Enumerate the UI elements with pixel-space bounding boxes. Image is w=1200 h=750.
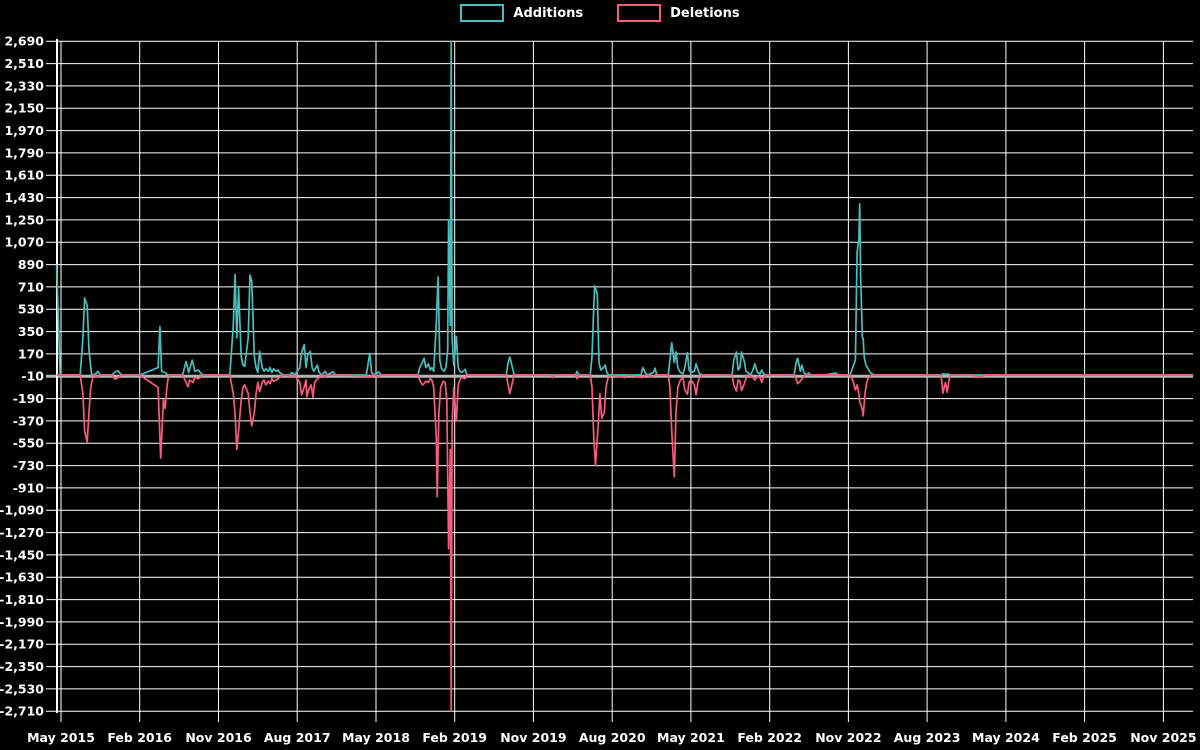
x-tick-label: May 2018 — [342, 730, 410, 745]
legend-item-additions[interactable]: Additions — [460, 4, 583, 22]
y-tick-label: -370 — [13, 413, 45, 428]
y-tick-label: 2,150 — [4, 101, 44, 116]
y-tick-label: 170 — [18, 346, 44, 361]
legend-label-additions: Additions — [513, 5, 584, 21]
y-tick-label: 530 — [18, 302, 44, 317]
deletions-swatch-icon — [617, 4, 662, 22]
legend-item-deletions[interactable]: Deletions — [617, 4, 740, 22]
additions-swatch-icon — [460, 4, 505, 22]
y-tick-label: -2,530 — [0, 681, 44, 696]
y-tick-label: -730 — [13, 458, 45, 473]
x-tick-label: Aug 2020 — [579, 730, 646, 745]
y-tick-label: -2,710 — [0, 704, 44, 719]
chart-legend: Additions Deletions — [0, 4, 1200, 22]
y-tick-label: -1,990 — [0, 614, 44, 629]
y-tick-label: -10 — [21, 369, 44, 384]
legend-label-deletions: Deletions — [670, 5, 740, 21]
x-tick-label: Feb 2025 — [1052, 730, 1117, 745]
y-tick-label: -550 — [13, 436, 45, 451]
x-tick-label: May 2021 — [657, 730, 725, 745]
x-tick-label: Feb 2016 — [107, 730, 172, 745]
y-tick-label: 1,790 — [4, 145, 44, 160]
y-tick-label: 350 — [18, 324, 44, 339]
y-tick-label: 1,430 — [4, 190, 44, 205]
y-tick-label: -1,450 — [0, 547, 44, 562]
x-tick-label: May 2024 — [972, 730, 1040, 745]
y-tick-label: 1,250 — [4, 212, 44, 227]
y-tick-label: 890 — [18, 257, 44, 272]
y-tick-label: -2,350 — [0, 659, 44, 674]
x-tick-label: Nov 2022 — [815, 730, 881, 745]
additions-line — [55, 40, 1194, 376]
y-tick-label: 1,610 — [4, 168, 44, 183]
y-tick-label: 2,330 — [4, 78, 44, 93]
y-tick-label: -1,630 — [0, 570, 44, 585]
y-tick-label: 1,070 — [4, 235, 44, 250]
y-tick-label: 2,690 — [4, 34, 44, 49]
x-tick-label: Aug 2017 — [264, 730, 331, 745]
y-tick-label: -1,270 — [0, 525, 44, 540]
x-tick-label: Feb 2019 — [422, 730, 487, 745]
x-tick-label: Nov 2019 — [500, 730, 566, 745]
x-tick-label: Nov 2025 — [1130, 730, 1196, 745]
y-tick-label: -910 — [13, 480, 45, 495]
y-tick-label: 1,970 — [4, 123, 44, 138]
deletions-line — [56, 374, 1194, 713]
y-tick-label: -1,090 — [0, 503, 44, 518]
y-tick-label: -190 — [13, 391, 45, 406]
y-tick-label: 2,510 — [4, 56, 44, 71]
x-tick-label: Nov 2016 — [185, 730, 252, 745]
x-tick-label: May 2015 — [27, 730, 95, 745]
y-tick-label: -2,170 — [0, 637, 44, 652]
y-tick-label: 710 — [18, 279, 44, 294]
y-tick-label: -1,810 — [0, 592, 44, 607]
x-tick-label: Feb 2022 — [737, 730, 802, 745]
x-tick-label: Aug 2023 — [894, 730, 961, 745]
